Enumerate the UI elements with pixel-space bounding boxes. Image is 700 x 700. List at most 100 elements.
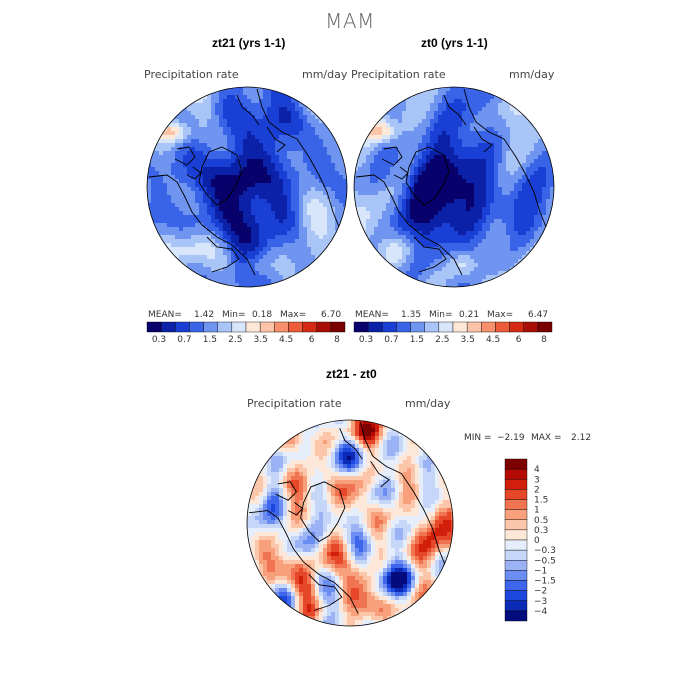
- colorbar-tick-label: 1.5: [203, 335, 217, 345]
- colorbar-tick-label: −3: [534, 597, 547, 607]
- colorbar-swatch: [316, 321, 332, 333]
- colorbar-tick-label: 0.7: [384, 335, 398, 345]
- colorbar-swatch: [495, 321, 510, 333]
- colorbar-swatch: [330, 321, 346, 333]
- colorbar-swatch: [523, 321, 539, 333]
- colorbar-tick-label: 0: [534, 536, 540, 546]
- stat-max-zt0: 6.47: [528, 310, 549, 320]
- units-zt21: mm/day: [302, 68, 348, 81]
- colorbar-tick-label: 3: [534, 475, 540, 485]
- colorbar-swatch: [245, 321, 261, 333]
- colorbar-swatch: [203, 321, 218, 333]
- colorbar-swatch: [189, 321, 204, 333]
- colorbar-swatch: [504, 479, 528, 490]
- units-zt0: mm/day: [509, 68, 555, 81]
- colorbar-tick-label: 4: [534, 465, 540, 475]
- map-border-diff: [246, 419, 454, 627]
- colorbar-tick-label: 3.5: [461, 335, 475, 345]
- colorbar-tick-label: −1.5: [534, 577, 556, 587]
- colorbar-swatch: [288, 321, 303, 333]
- colorbar-tick-label: 3.5: [254, 335, 268, 345]
- stat-min-label-diff: MIN =: [464, 433, 492, 443]
- colorbar-tick-label: −0.5: [534, 556, 556, 566]
- colorbar-swatch: [259, 321, 275, 333]
- colorbar-swatch: [175, 321, 190, 333]
- coastlines-zt21: [148, 88, 340, 276]
- colorbar-tick-label: 4.5: [279, 335, 293, 345]
- colorbar-swatch: [504, 549, 528, 561]
- colorbar-swatch: [438, 321, 454, 333]
- panel-title-diff: zt21 - zt0: [326, 367, 377, 381]
- colorbar-tick-label: 1: [534, 506, 540, 516]
- colorbar-swatch: [504, 610, 528, 622]
- colorbar-swatch: [302, 321, 317, 333]
- colorbar-swatch: [504, 600, 528, 612]
- colorbar-swatch: [504, 519, 528, 531]
- stat-max-label-diff: MAX =: [531, 433, 562, 443]
- colorbar-swatch: [481, 321, 496, 333]
- colorbar-tick-label: 2.5: [435, 335, 449, 345]
- colorbar-swatch: [452, 321, 468, 333]
- colorbar-swatch: [466, 321, 482, 333]
- colorbar-swatch: [504, 539, 528, 551]
- colorbar-swatch: [509, 321, 524, 333]
- stat-min-zt21: 0.18: [252, 310, 273, 320]
- colorbar-tick-label: 8: [334, 335, 340, 345]
- stat-max-zt21: 6.70: [321, 310, 342, 320]
- colorbar-tick-label: 4.5: [486, 335, 500, 345]
- colorbar-tick-label: 1.5: [534, 496, 548, 506]
- field-label-zt21: Precipitation rate: [144, 68, 239, 81]
- colorbar-tick-label: 6: [516, 335, 522, 345]
- stat-mean-zt0: 1.35: [401, 310, 422, 320]
- colorbar-swatch: [146, 321, 162, 333]
- stat-min-zt0: 0.21: [459, 310, 480, 320]
- panel-title-zt21: zt21 (yrs 1-1): [212, 36, 286, 50]
- colorbar-tick-label: 0.3: [359, 335, 373, 345]
- stat-max-label-zt0: Max=: [487, 310, 514, 320]
- map-border-zt0: [353, 86, 555, 288]
- stat-max-diff: 2.12: [571, 433, 592, 443]
- colorbar-swatch: [504, 509, 528, 520]
- colorbar-swatch: [504, 499, 528, 510]
- stat-min-diff: −2.19: [497, 433, 525, 443]
- colorbar-swatch: [504, 529, 528, 541]
- polar-map-zt21: [147, 87, 347, 287]
- colorbar-tick-label: −2: [534, 587, 547, 597]
- panel-title-zt0: zt0 (yrs 1-1): [421, 36, 488, 50]
- colorbar-tick-label: −4: [534, 607, 548, 617]
- colorbar-swatch: [382, 321, 397, 333]
- colorbar-swatch: [410, 321, 425, 333]
- colorbar-swatch: [396, 321, 411, 333]
- field-label-zt0: Precipitation rate: [351, 68, 446, 81]
- colorbar-swatch: [231, 321, 247, 333]
- colorbar-tick-label: 2.5: [228, 335, 242, 345]
- colorbar-swatch: [504, 468, 528, 480]
- colorbar-swatch: [424, 321, 440, 333]
- colorbar-tick-label: 0.5: [534, 516, 548, 526]
- map-border-zt21: [146, 86, 348, 288]
- stat-min-label-zt21: Min=: [222, 310, 246, 320]
- colorbar-tick-label: 0.7: [177, 335, 191, 345]
- colorbar-swatch: [274, 321, 289, 333]
- colorbar-swatch: [160, 321, 176, 333]
- figure-title: MAM: [325, 9, 375, 33]
- field-label-diff: Precipitation rate: [247, 397, 342, 410]
- colorbar-swatch: [504, 570, 528, 581]
- colorbar-tick-label: 1.5: [410, 335, 424, 345]
- colorbar-swatch: [504, 580, 528, 591]
- stat-min-label-zt0: Min=: [429, 310, 453, 320]
- coastlines-diff: [249, 421, 446, 614]
- colorbar-swatch: [504, 489, 528, 500]
- stat-max-label-zt21: Max=: [280, 310, 307, 320]
- colorbar-swatch: [504, 458, 528, 470]
- colorbar-swatch: [504, 590, 528, 601]
- units-diff: mm/day: [405, 397, 451, 410]
- colorbar-swatch: [367, 321, 383, 333]
- stat-mean-label-zt0: MEAN=: [355, 310, 389, 320]
- stat-mean-zt21: 1.42: [194, 310, 215, 320]
- polar-map-zt0: [354, 87, 554, 287]
- coastlines-zt0: [355, 88, 547, 276]
- colorbar-tick-label: 2: [534, 485, 540, 495]
- colorbar-swatch: [537, 321, 553, 333]
